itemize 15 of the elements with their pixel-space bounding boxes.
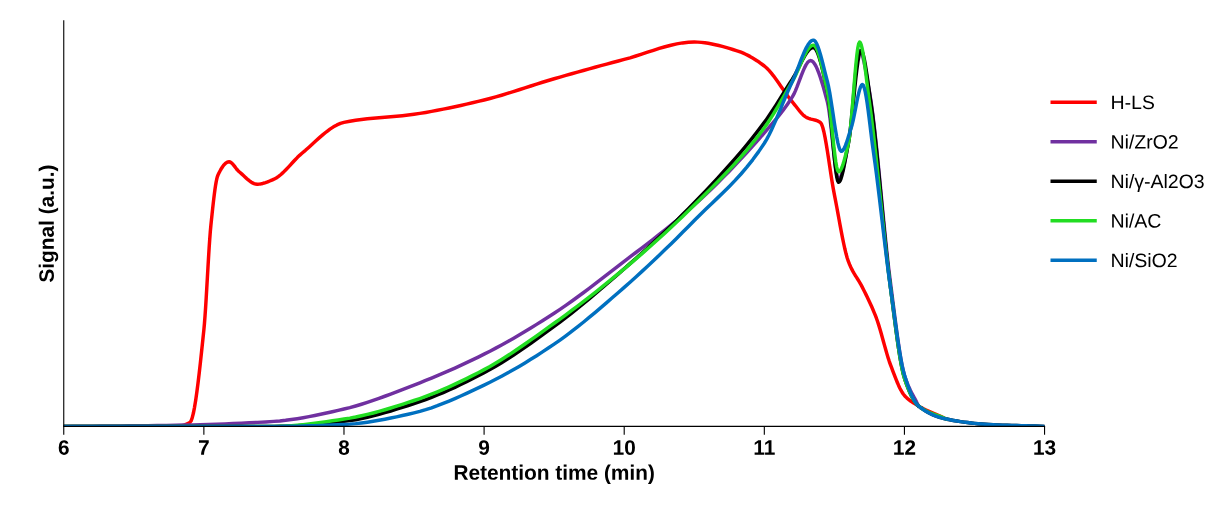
x-axis-title: Retention time (min)	[454, 464, 654, 484]
legend-label: H-LS	[1112, 95, 1154, 110]
x-tick-label: 6	[58, 440, 69, 455]
x-tick-label: 11	[754, 440, 775, 455]
legend-label: Ni/AC	[1112, 213, 1161, 228]
x-tick-label: 10	[613, 440, 635, 455]
x-tick-label: 7	[198, 440, 209, 455]
legend-label: Ni/ZrO2	[1112, 134, 1178, 149]
x-tick-label: 9	[479, 440, 490, 455]
x-tick-label: 12	[894, 440, 916, 455]
x-tick-label: 8	[338, 440, 350, 455]
x-tick-label: 13	[1034, 440, 1056, 455]
legend-label: Ni/SiO2	[1112, 253, 1177, 268]
y-axis-title: Signal (a.u.)	[38, 165, 59, 283]
legend-label: Ni/γ-Al2O3	[1112, 173, 1204, 193]
